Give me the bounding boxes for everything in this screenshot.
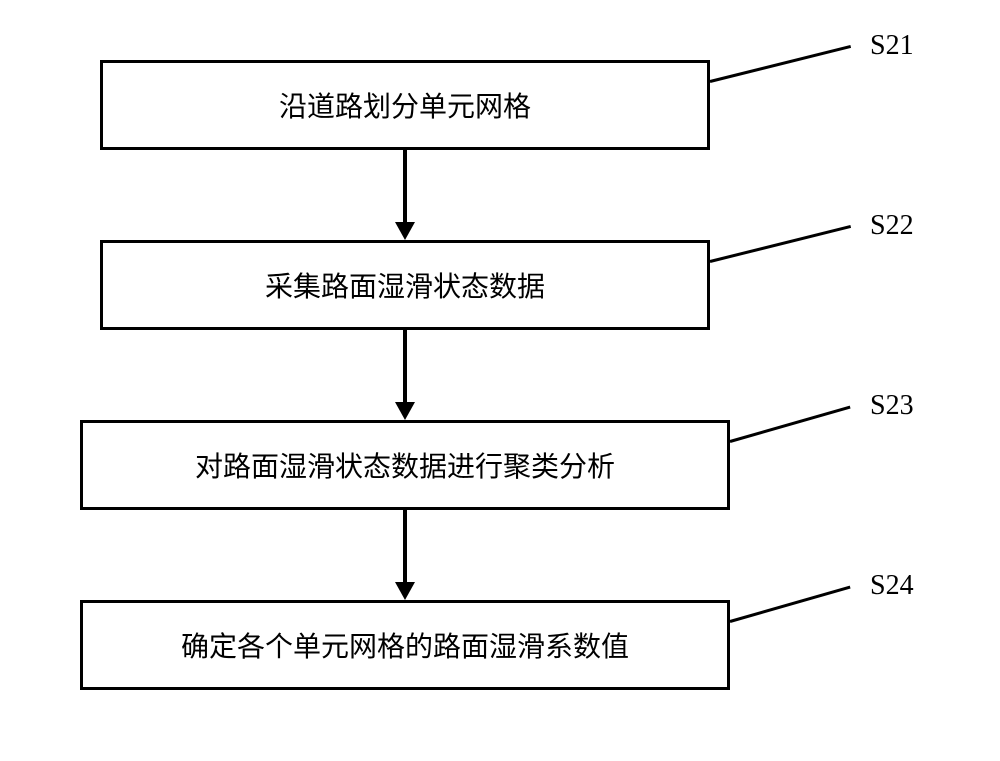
arrow-head-1 (395, 222, 415, 240)
connector-line-s21 (710, 45, 851, 83)
arrow-head-2 (395, 402, 415, 420)
connector-line-s23 (730, 406, 851, 443)
step-label-s23: S23 (870, 390, 914, 422)
step-text: 沿道路划分单元网格 (279, 85, 531, 125)
step-label-s24: S24 (870, 570, 914, 602)
step-box-s24: 确定各个单元网格的路面湿滑系数值 (80, 600, 730, 690)
step-text: 对路面湿滑状态数据进行聚类分析 (195, 445, 615, 485)
step-label-s21: S21 (870, 30, 914, 62)
arrow-line-2 (403, 330, 407, 402)
step-box-s23: 对路面湿滑状态数据进行聚类分析 (80, 420, 730, 510)
arrow-head-3 (395, 582, 415, 600)
connector-line-s22 (710, 225, 851, 263)
step-box-s22: 采集路面湿滑状态数据 (100, 240, 710, 330)
step-box-s21: 沿道路划分单元网格 (100, 60, 710, 150)
step-text: 确定各个单元网格的路面湿滑系数值 (181, 625, 629, 665)
arrow-line-3 (403, 510, 407, 582)
arrow-line-1 (403, 150, 407, 222)
step-label-s22: S22 (870, 210, 914, 242)
step-text: 采集路面湿滑状态数据 (265, 265, 545, 305)
connector-line-s24 (730, 586, 851, 623)
